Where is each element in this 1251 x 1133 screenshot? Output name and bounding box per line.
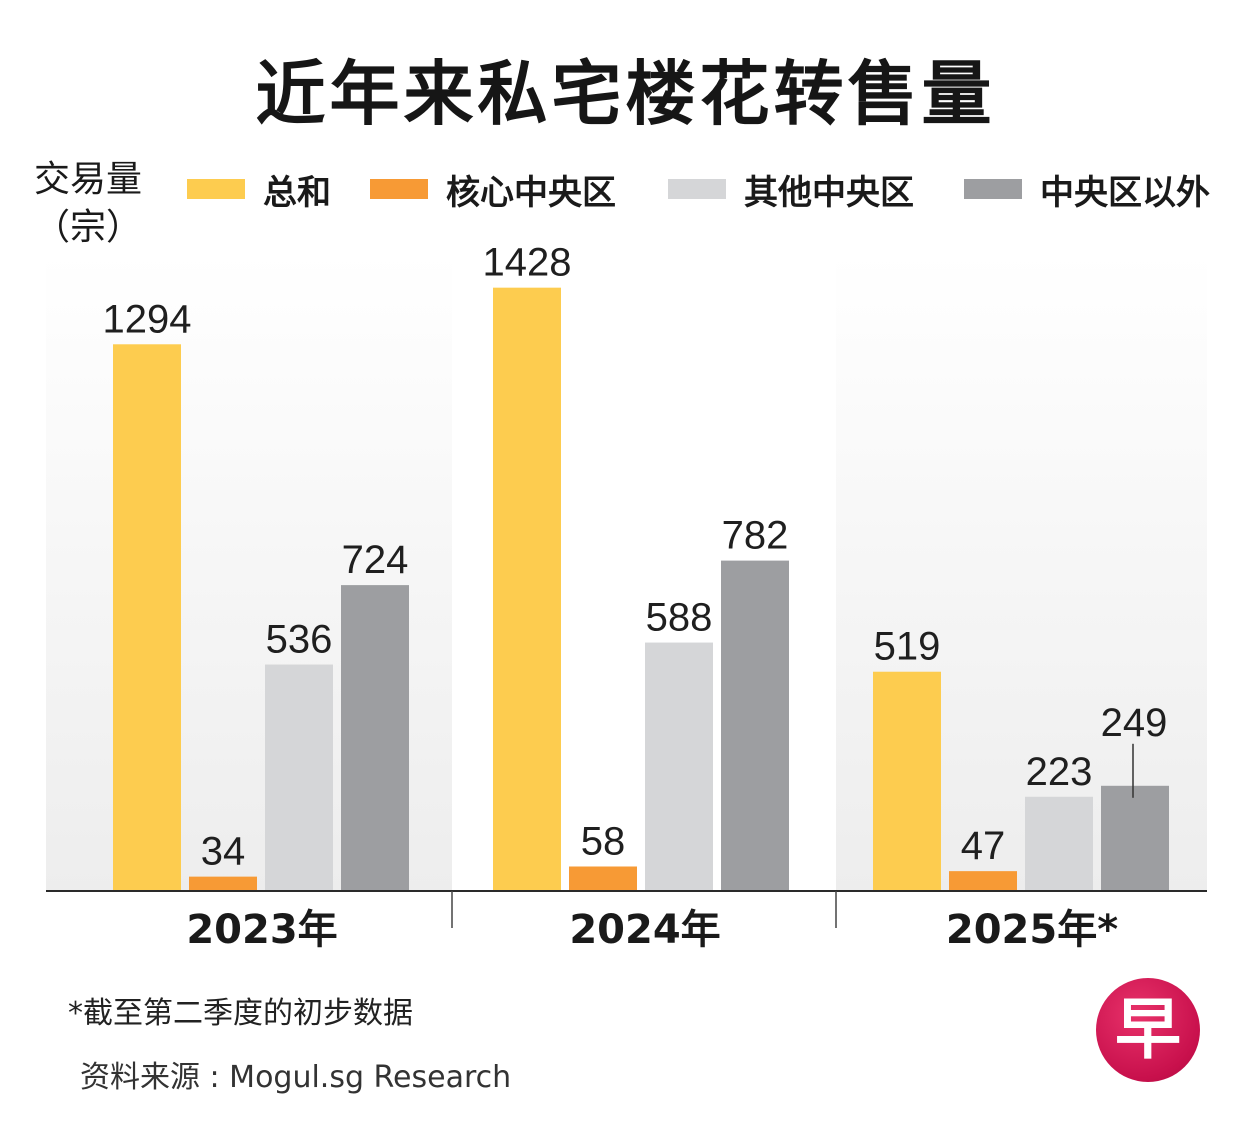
value-label-2024-core-central: 58 <box>581 819 626 863</box>
bar-2024-rest-central <box>645 642 713 891</box>
legend-label-total: 总和 <box>263 172 331 213</box>
legend-label-outside-central: 中央区以外 <box>1040 172 1210 213</box>
category-label-2025: 2025年* <box>946 907 1118 953</box>
bar-2024-outside-central <box>721 560 789 891</box>
value-label-2024-total: 1428 <box>483 241 572 285</box>
bar-2025-rest-central <box>1025 796 1093 891</box>
footnote: *截至第二季度的初步数据 <box>68 996 413 1031</box>
bar-2025-total <box>873 671 941 891</box>
legend-label-rest-central: 其他中央区 <box>744 172 914 213</box>
value-label-2025-rest-central: 223 <box>1026 750 1093 794</box>
legend-swatch-rest-central <box>668 179 726 199</box>
bar-2024-core-central <box>569 866 637 891</box>
value-label-2025-total: 519 <box>874 625 941 669</box>
value-label-2025-outside-central: 249 <box>1101 701 1168 745</box>
legend-item-total: 总和 <box>187 166 331 213</box>
y-axis-label-line-2: （宗） <box>34 207 143 248</box>
bar-2023-rest-central <box>265 664 333 891</box>
value-label-2023-rest-central: 536 <box>266 618 333 662</box>
value-label-2023-total: 1294 <box>103 297 192 341</box>
source-credit: 资料来源 : Mogul.sg Research <box>80 1060 512 1095</box>
value-label-2025-core-central: 47 <box>961 824 1006 868</box>
legend-item-outside-central: 中央区以外 <box>964 166 1210 213</box>
bar-2024-total <box>493 287 561 891</box>
y-axis-label-line-1: 交易量 <box>34 159 143 200</box>
legend: 总和 核心中央区 其他中央区 中央区以外 <box>0 166 1251 213</box>
legend-item-rest-central: 其他中央区 <box>668 166 914 213</box>
legend-label-core-central: 核心中央区 <box>446 172 616 213</box>
logo-text: 早 <box>1115 991 1181 1068</box>
value-label-2024-outside-central: 782 <box>722 514 789 558</box>
chart-title: 近年来私宅楼花转售量 <box>255 53 996 135</box>
legend-swatch-outside-central <box>964 179 1022 199</box>
zaobao-logo: 早 <box>1096 978 1200 1082</box>
bar-2025-outside-central <box>1101 785 1169 891</box>
bar-2025-core-central <box>949 871 1017 891</box>
category-label-2024: 2024年 <box>569 907 720 953</box>
bar-2023-outside-central <box>341 585 409 891</box>
bar-2023-core-central <box>189 876 257 891</box>
value-label-2023-outside-central: 724 <box>342 538 409 582</box>
y-axis-label: 交易量 （宗） <box>34 156 142 252</box>
legend-swatch-total <box>187 179 245 199</box>
legend-item-core-central: 核心中央区 <box>370 166 616 213</box>
value-label-2024-rest-central: 588 <box>646 596 713 640</box>
bar-2023-total <box>113 344 181 891</box>
legend-swatch-core-central <box>370 179 428 199</box>
category-label-2023: 2023年 <box>186 907 337 953</box>
value-label-2023-core-central: 34 <box>201 830 246 874</box>
